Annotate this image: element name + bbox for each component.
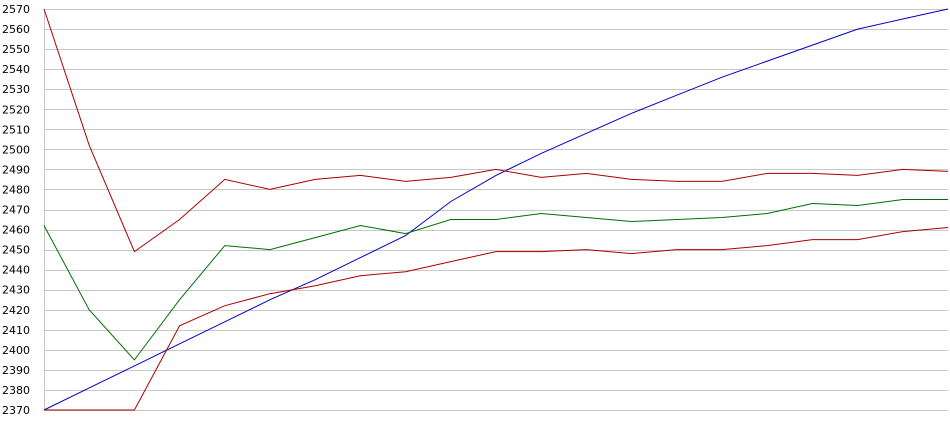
y-axis: 2370 2380 2390 2400 2410 2420 2430 2440 2450 2460… <box>2 3 45 417</box>
y-tick-label: 2450 <box>2 244 30 257</box>
y-tick-label: 2380 <box>2 384 30 397</box>
series-line-3 <box>43 199 948 361</box>
y-tick-label: 2370 <box>2 404 30 417</box>
y-tick-label: 2390 <box>2 364 30 377</box>
y-tick-label: 2490 <box>2 163 30 176</box>
y-tick-label: 2570 <box>2 3 30 16</box>
y-tick-label: 2460 <box>2 224 30 237</box>
y-tick-label: 2470 <box>2 204 30 217</box>
y-tick-label: 2420 <box>2 304 30 317</box>
y-tick-label: 2410 <box>2 324 30 337</box>
y-tick-label: 2530 <box>2 83 30 96</box>
y-tick-label: 2510 <box>2 123 30 136</box>
y-tick-label: 2400 <box>2 344 30 357</box>
y-tick-label: 2540 <box>2 63 30 76</box>
series-line-1 <box>43 8 949 411</box>
series-line-2 <box>43 8 949 253</box>
series-lines <box>43 8 949 411</box>
y-tick-label: 2500 <box>2 143 30 156</box>
y-tick-label: 2480 <box>2 183 30 196</box>
y-tick-label: 2550 <box>2 43 30 56</box>
series-line-4 <box>44 227 949 411</box>
y-tick-label: 2430 <box>2 284 30 297</box>
y-tick-label: 2440 <box>2 264 30 277</box>
y-tick-label: 2560 <box>2 23 30 36</box>
y-tick-label: 2520 <box>2 103 30 116</box>
gridlines <box>44 9 948 411</box>
